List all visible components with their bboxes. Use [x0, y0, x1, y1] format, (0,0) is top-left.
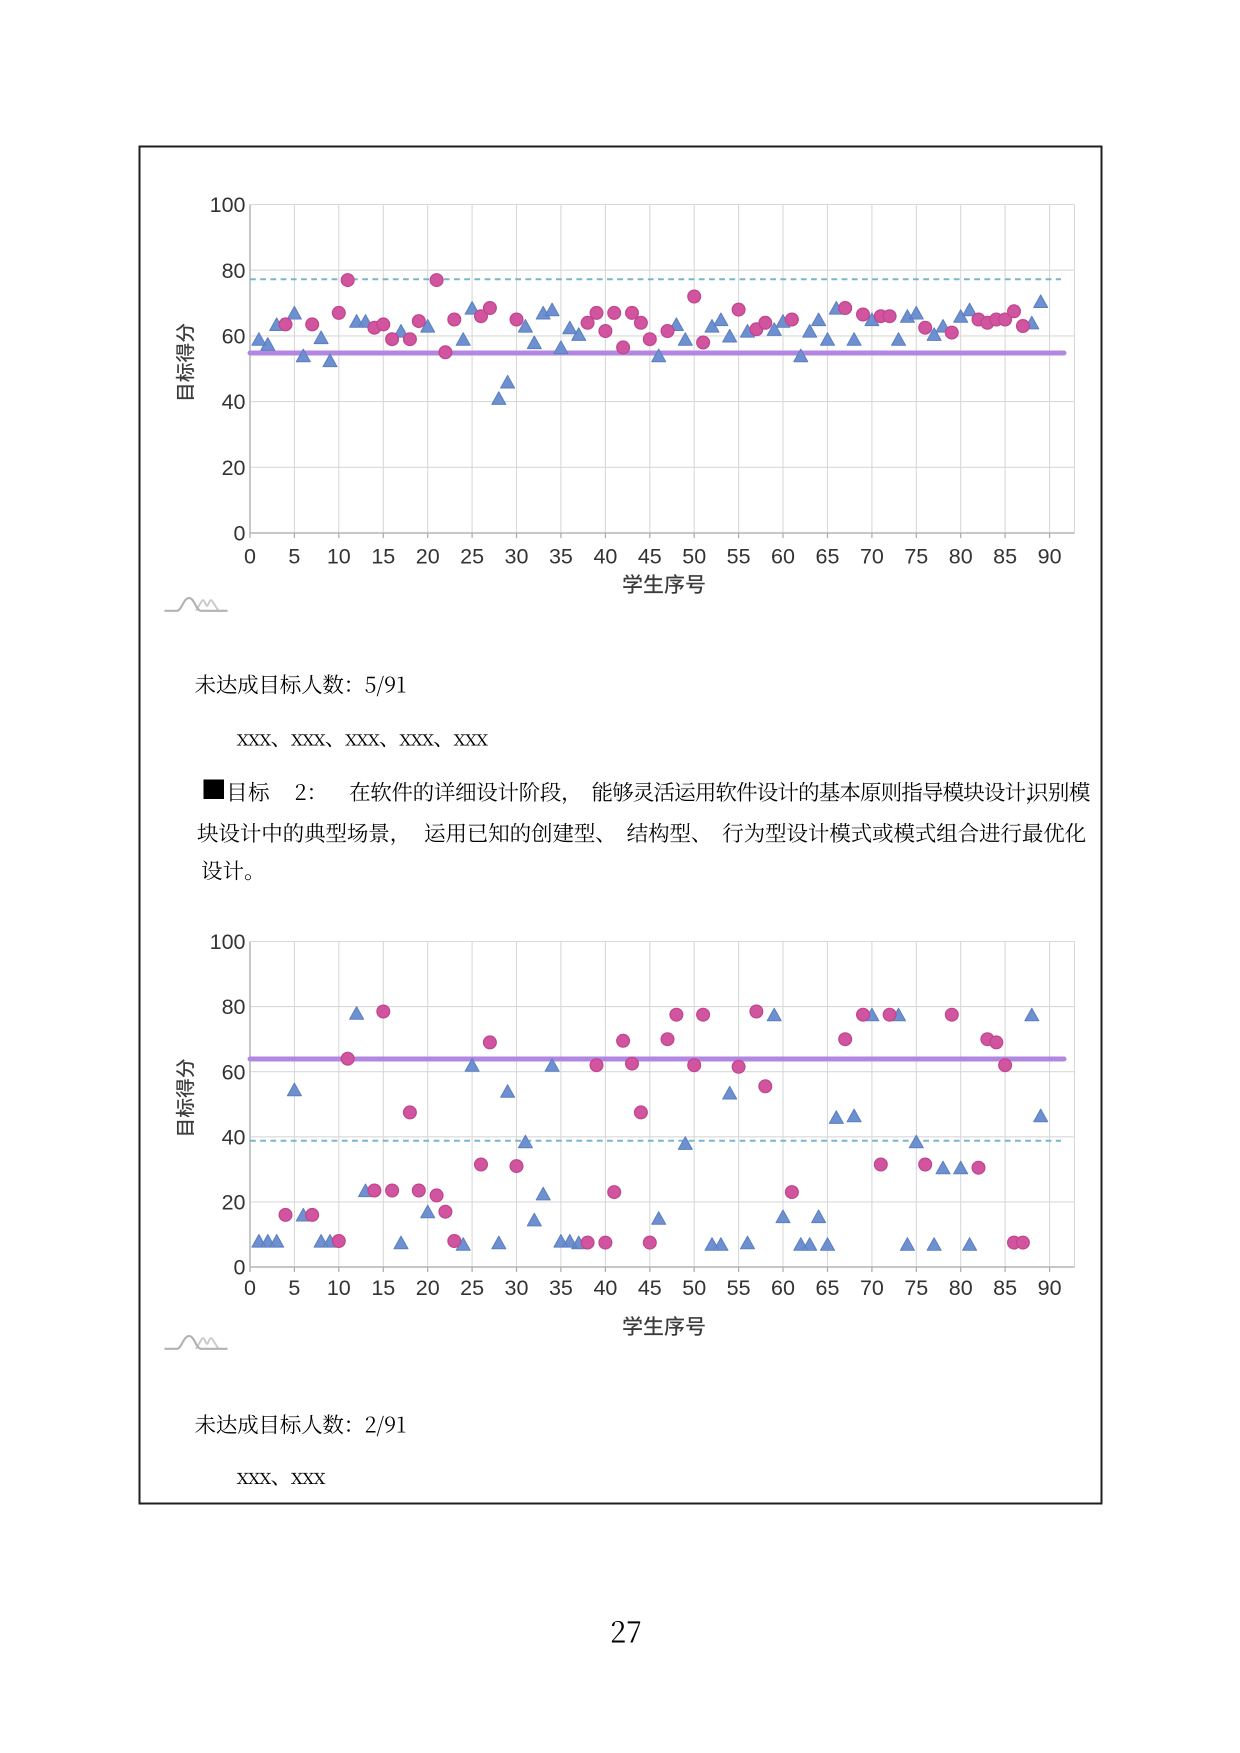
svg-text:60: 60	[222, 325, 246, 349]
svg-text:45: 45	[638, 545, 662, 569]
svg-text:65: 65	[816, 1276, 840, 1300]
svg-text:85: 85	[993, 1276, 1017, 1300]
svg-text:0: 0	[234, 522, 246, 546]
svg-text:80: 80	[949, 1276, 973, 1300]
svg-text:40: 40	[593, 545, 617, 569]
svg-text:70: 70	[860, 1276, 884, 1300]
svg-text:50: 50	[682, 545, 706, 569]
svg-text:45: 45	[638, 1276, 662, 1300]
svg-text:0: 0	[244, 545, 256, 569]
svg-text:20: 20	[222, 1191, 246, 1215]
svg-text:35: 35	[549, 545, 573, 569]
svg-text:100: 100	[210, 930, 246, 954]
svg-text:55: 55	[727, 545, 751, 569]
svg-text:85: 85	[993, 545, 1017, 569]
svg-text:90: 90	[1038, 545, 1062, 569]
svg-text:5: 5	[288, 1276, 300, 1300]
svg-text:25: 25	[460, 1276, 484, 1300]
svg-text:60: 60	[222, 1060, 246, 1084]
svg-text:100: 100	[210, 193, 246, 217]
svg-text:30: 30	[505, 1276, 529, 1300]
svg-text:40: 40	[593, 1276, 617, 1300]
svg-text:20: 20	[416, 1276, 440, 1300]
svg-text:40: 40	[222, 390, 246, 414]
svg-text:0: 0	[234, 1256, 246, 1280]
svg-text:65: 65	[816, 545, 840, 569]
svg-text:50: 50	[682, 1276, 706, 1300]
svg-text:15: 15	[371, 545, 395, 569]
svg-text:25: 25	[460, 545, 484, 569]
svg-text:60: 60	[771, 545, 795, 569]
svg-text:75: 75	[904, 1276, 928, 1300]
svg-text:80: 80	[222, 995, 246, 1019]
svg-text:80: 80	[949, 545, 973, 569]
svg-text:15: 15	[371, 1276, 395, 1300]
svg-text:75: 75	[904, 545, 928, 569]
svg-text:35: 35	[549, 1276, 573, 1300]
svg-text:30: 30	[505, 545, 529, 569]
svg-text:70: 70	[860, 545, 884, 569]
svg-text:0: 0	[244, 1276, 256, 1300]
svg-text:10: 10	[327, 1276, 351, 1300]
svg-text:60: 60	[771, 1276, 795, 1300]
svg-text:40: 40	[222, 1125, 246, 1149]
svg-text:55: 55	[727, 1276, 751, 1300]
svg-text:5: 5	[288, 545, 300, 569]
svg-text:90: 90	[1038, 1276, 1062, 1300]
svg-text:20: 20	[222, 456, 246, 480]
svg-text:20: 20	[416, 545, 440, 569]
svg-text:10: 10	[327, 545, 351, 569]
svg-text:80: 80	[222, 259, 246, 283]
